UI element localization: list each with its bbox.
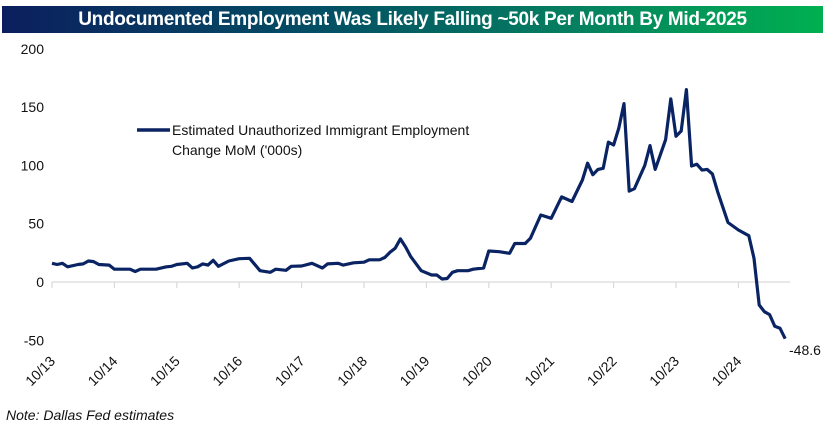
x-tick-label: 10/18 <box>334 353 370 389</box>
legend-label-line1: Estimated Unauthorized Immigrant Employm… <box>172 122 469 138</box>
x-tick-label: 10/23 <box>646 353 682 389</box>
y-tick-label: -50 <box>24 332 44 348</box>
chart-title: Undocumented Employment Was Likely Falli… <box>78 9 747 30</box>
x-tick-label: 10/15 <box>147 353 183 389</box>
x-tick-label: 10/21 <box>521 353 557 389</box>
source-note: Note: Dallas Fed estimates <box>6 407 175 423</box>
legend: Estimated Unauthorized Immigrant Employm… <box>137 122 469 158</box>
x-tick-label: 10/24 <box>708 353 744 389</box>
x-tick-label: 10/22 <box>584 353 620 389</box>
x-tick-label: 10/19 <box>396 353 432 389</box>
end-value-label: -48.6 <box>789 342 821 358</box>
y-tick-label: 50 <box>28 216 44 232</box>
y-tick-label: 100 <box>21 157 45 173</box>
legend-label-line2: Change MoM ('000s) <box>172 142 302 158</box>
title-banner: Undocumented Employment Was Likely Falli… <box>2 6 823 33</box>
series-layer <box>51 87 787 340</box>
x-axis: 10/13 10/14 10/15 10/16 10/17 10/18 10/19 10/20… <box>22 281 791 389</box>
x-tick-label: 10/16 <box>209 353 245 389</box>
x-tick-label: 10/17 <box>272 353 308 389</box>
series-line <box>51 87 787 340</box>
y-tick-label: 150 <box>21 99 45 115</box>
y-axis: 200 150 100 50 0 -50 <box>21 41 45 348</box>
x-tick-label: 10/13 <box>22 353 58 389</box>
x-tick-label: 10/20 <box>459 353 495 389</box>
y-tick-label: 0 <box>36 274 44 290</box>
x-tick-label: 10/14 <box>84 353 120 389</box>
y-tick-label: 200 <box>21 41 45 57</box>
